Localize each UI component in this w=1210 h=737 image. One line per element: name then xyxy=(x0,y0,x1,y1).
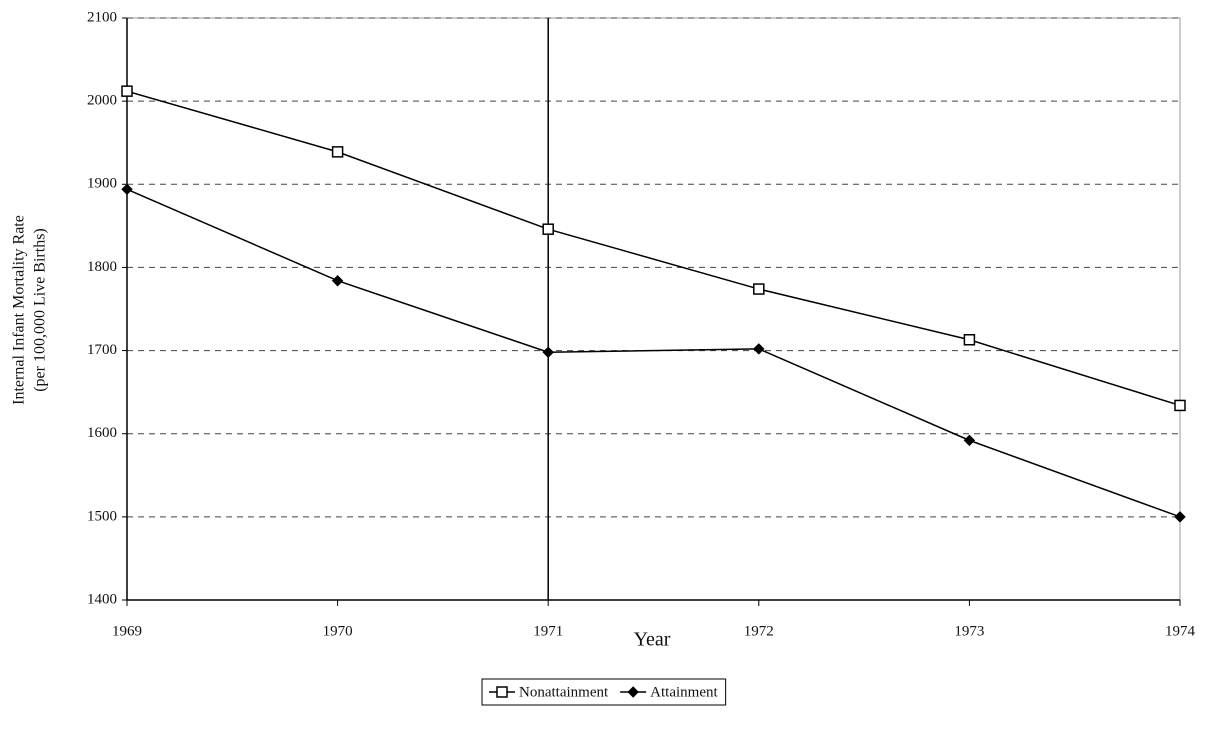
x-tick-label: 1970 xyxy=(323,623,353,639)
point xyxy=(1174,399,1186,412)
y-tick-label: 2000 xyxy=(87,93,117,109)
y-tick-label: 1400 xyxy=(87,591,117,607)
point xyxy=(542,346,554,358)
point xyxy=(542,223,554,235)
y-tick-label: 1800 xyxy=(87,259,117,275)
x-tick-label: 1969 xyxy=(112,623,142,639)
y-tick-label: 1600 xyxy=(87,425,117,441)
point xyxy=(963,334,976,346)
x-tick-label: 1972 xyxy=(744,623,774,639)
y-tick-label: 2100 xyxy=(87,9,117,25)
point xyxy=(121,183,133,195)
y-axis-title: (per 100,000 Live Births) xyxy=(32,228,49,392)
x-tick-label: 1974 xyxy=(1165,623,1196,639)
x-axis-title: Year xyxy=(634,629,671,651)
point xyxy=(121,85,133,97)
legend-label: Nonattainment xyxy=(519,684,609,700)
series-line xyxy=(126,90,1181,407)
y-tick-label: 1500 xyxy=(87,508,117,524)
point xyxy=(331,275,344,287)
point xyxy=(753,283,765,295)
plot-area xyxy=(126,17,1181,601)
y-tick-label: 1700 xyxy=(87,342,117,358)
point xyxy=(496,686,508,698)
x-tick-label: 1971 xyxy=(533,623,563,639)
x-tick-label: 1973 xyxy=(954,623,984,639)
legend: Nonattainment Attainment xyxy=(481,678,727,706)
point xyxy=(331,146,344,158)
y-tick-label: 1900 xyxy=(87,176,117,192)
point xyxy=(963,434,976,447)
y-axis-title: Internal Infant Mortality Rate xyxy=(11,215,28,405)
point xyxy=(753,343,765,355)
point xyxy=(627,686,639,698)
legend-label: Attainment xyxy=(650,684,718,700)
series-line xyxy=(126,188,1181,518)
point xyxy=(1174,511,1186,523)
legend-box xyxy=(481,678,727,706)
